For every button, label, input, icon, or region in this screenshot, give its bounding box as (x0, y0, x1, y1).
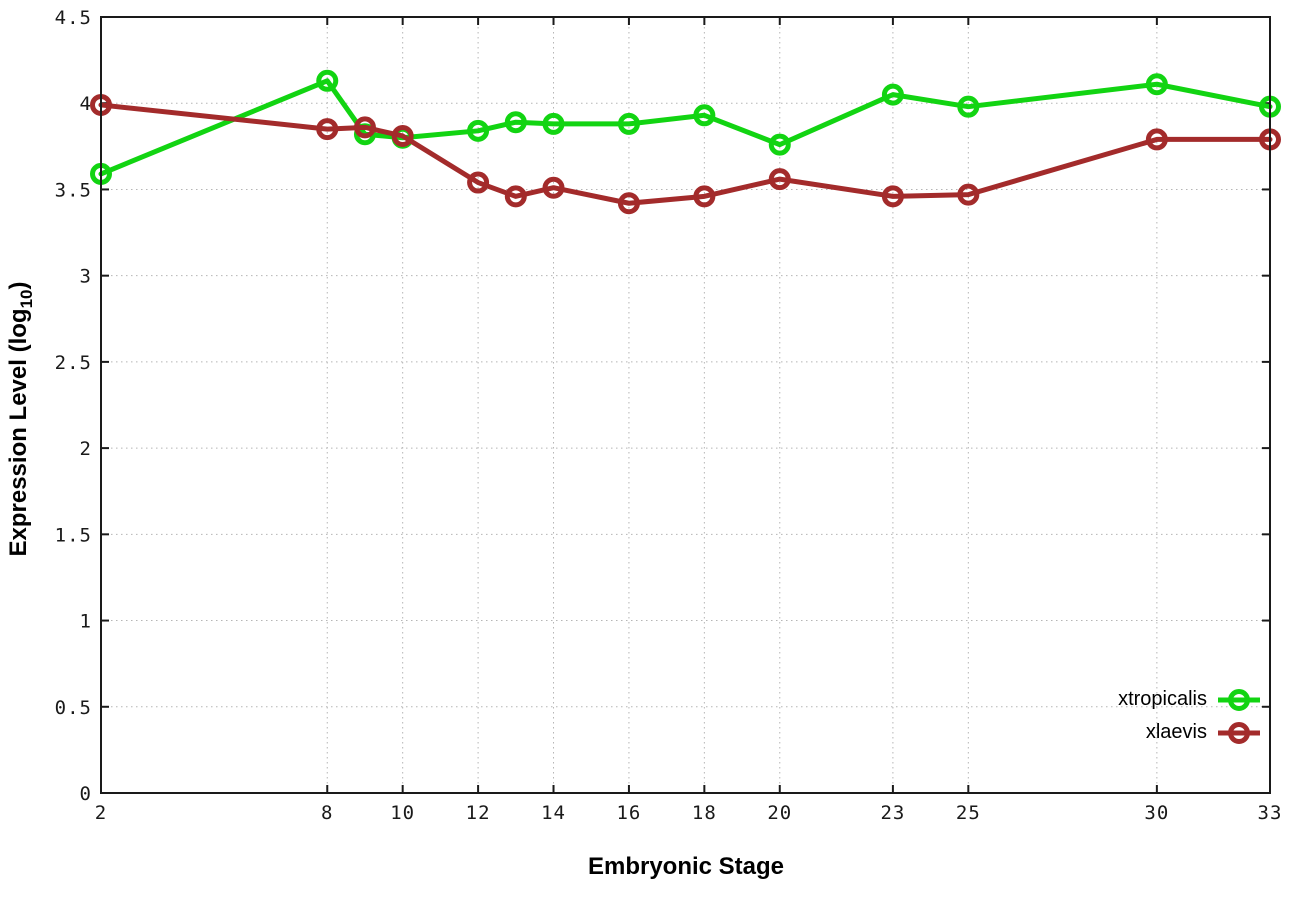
data-point-xlaevis (467, 171, 490, 194)
data-point-xtropicalis (542, 112, 565, 135)
data-point-xlaevis (353, 116, 376, 139)
x-tick-label: 20 (767, 802, 792, 824)
data-point-xtropicalis (316, 69, 339, 92)
data-point-xtropicalis (768, 133, 791, 156)
legend-item-xlaevis: xlaevis (1118, 716, 1262, 749)
data-point-xlaevis (881, 185, 904, 208)
data-point-xlaevis (957, 183, 980, 206)
plot-border (100, 16, 1271, 794)
legend: xtropicalis xlaevis (1118, 683, 1262, 749)
y-tick-label: 2.5 (55, 352, 92, 374)
y-tick-label: 4 (80, 93, 92, 115)
y-tick-label: 4.5 (55, 7, 92, 29)
data-point-xlaevis (391, 124, 414, 147)
legend-label-xlaevis: xlaevis (1145, 721, 1207, 743)
y-tick-label: 0 (80, 783, 92, 805)
data-point-xtropicalis (617, 112, 640, 135)
legend-marker-xtropicalis (1218, 688, 1260, 711)
data-point-xlaevis (1145, 128, 1168, 151)
data-point-xlaevis (316, 118, 339, 141)
y-tick-label: 0.5 (55, 697, 92, 719)
data-point-xtropicalis (1145, 73, 1168, 96)
x-tick-label: 25 (956, 802, 981, 824)
y-tick-label: 2 (80, 438, 92, 460)
y-tick-label: 1 (80, 611, 92, 633)
legend-label-xtropicalis: xtropicalis (1118, 688, 1207, 710)
data-point-xtropicalis (467, 119, 490, 142)
y-tick-label: 3.5 (55, 179, 92, 201)
x-tick-label: 30 (1144, 802, 1169, 824)
data-point-xtropicalis (957, 95, 980, 118)
x-axis-label: Embryonic Stage (587, 853, 785, 880)
legend-marker-xlaevis (1218, 721, 1260, 744)
x-tick-label: 12 (466, 802, 491, 824)
x-tick-label: 18 (692, 802, 717, 824)
x-tick-label: 2 (95, 802, 107, 824)
y-axis-label-subscript: 10 (17, 289, 36, 309)
data-point-xlaevis (768, 168, 791, 191)
y-axis-label-post: ) (5, 281, 32, 290)
x-tick-label: 8 (321, 802, 333, 824)
x-tick-label: 16 (616, 802, 641, 824)
y-axis-label: Expression Level (log10) (0, 219, 47, 619)
x-tick-label: 10 (390, 802, 415, 824)
x-tick-label: 14 (541, 802, 566, 824)
x-tick-label: 23 (880, 802, 905, 824)
y-tick-label: 3 (80, 266, 92, 288)
y-axis-label-pre: Expression Level (log (5, 308, 32, 557)
data-point-xtropicalis (881, 83, 904, 106)
data-point-xlaevis (504, 185, 527, 208)
data-point-xlaevis (617, 192, 640, 215)
data-point-xtropicalis (693, 104, 716, 127)
data-point-xlaevis (693, 185, 716, 208)
y-tick-label: 1.5 (55, 524, 92, 546)
data-point-xtropicalis (504, 111, 527, 134)
legend-item-xtropicalis: xtropicalis (1118, 683, 1262, 716)
data-point-xlaevis (542, 176, 565, 199)
x-tick-label: 33 (1258, 802, 1283, 824)
